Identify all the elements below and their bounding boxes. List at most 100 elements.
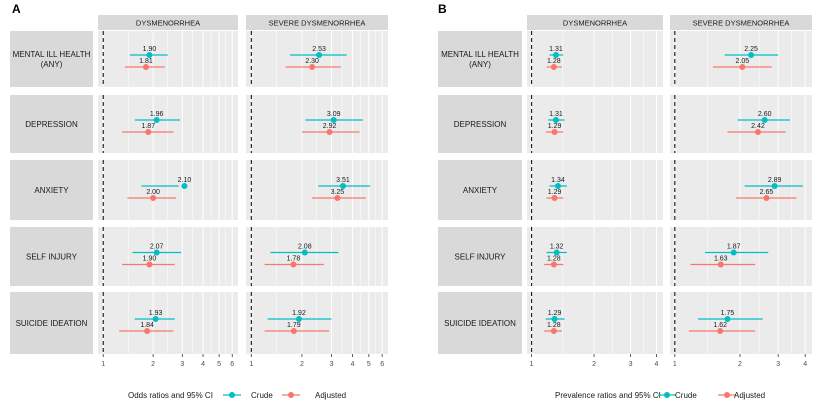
x-tick-label: 1 bbox=[530, 361, 534, 368]
plot-panel bbox=[527, 160, 663, 220]
panel-a: A MENTAL ILL HEALTH(ANY) DEPRESSION ANXIETY… bbox=[10, 2, 388, 400]
row-label: (ANY) bbox=[41, 60, 63, 69]
legend-key-point bbox=[288, 392, 294, 398]
point-crude bbox=[553, 249, 560, 256]
point-label: 2.53 bbox=[312, 46, 326, 53]
point-adjusted bbox=[334, 195, 341, 201]
point-crude bbox=[748, 52, 755, 58]
point-adjusted bbox=[142, 64, 149, 70]
plot-panel bbox=[527, 227, 663, 286]
point-crude bbox=[771, 183, 778, 189]
row-strip bbox=[10, 95, 93, 153]
point-label: 2.00 bbox=[146, 189, 160, 196]
point-label: 1.63 bbox=[714, 256, 728, 263]
point-crude bbox=[761, 117, 768, 123]
point-label: 1.75 bbox=[721, 310, 735, 317]
facet-label: DYSMENORRHEA bbox=[136, 19, 200, 28]
point-label: 1.29 bbox=[548, 189, 562, 196]
plot-panel bbox=[246, 95, 388, 153]
plot-panel bbox=[527, 31, 663, 87]
facet-strip bbox=[98, 15, 238, 30]
point-crude bbox=[554, 183, 561, 189]
x-tick-label: 4 bbox=[351, 361, 355, 368]
point-label: 1.29 bbox=[548, 310, 562, 317]
row-strip bbox=[438, 31, 522, 87]
point-label: 2.25 bbox=[744, 46, 758, 53]
point-crude bbox=[181, 183, 188, 189]
point-adjusted bbox=[550, 64, 557, 70]
plot-panel bbox=[98, 95, 238, 153]
row-label: ANXIETY bbox=[463, 186, 498, 195]
point-label: 3.51 bbox=[336, 177, 350, 184]
point-label: 2.89 bbox=[768, 177, 782, 184]
x-tick-label: 2 bbox=[592, 361, 596, 368]
point-label: 3.25 bbox=[331, 189, 345, 196]
x-tick-label: 4 bbox=[201, 361, 205, 368]
point-label: 1.28 bbox=[547, 322, 561, 329]
point-adjusted bbox=[550, 328, 557, 334]
x-tick-label: 2 bbox=[151, 361, 155, 368]
point-label: 2.05 bbox=[736, 58, 750, 65]
point-label: 2.60 bbox=[758, 111, 772, 118]
point-label: 1.87 bbox=[141, 123, 155, 130]
row-label: DEPRESSION bbox=[454, 120, 507, 129]
legend-title: Prevalence ratios and 95% CI bbox=[555, 391, 661, 400]
x-tick-label: 3 bbox=[180, 361, 184, 368]
point-label: 2.08 bbox=[298, 244, 312, 251]
row-label: SUICIDE IDEATION bbox=[444, 319, 516, 328]
point-crude bbox=[295, 316, 302, 322]
legend-title: Odds ratios and 95% CI bbox=[128, 391, 213, 400]
point-label: 1.79 bbox=[287, 322, 301, 329]
plot-panel bbox=[670, 95, 812, 153]
legend-entry-crude: Crude bbox=[251, 391, 273, 400]
x-tick-label: 1 bbox=[249, 361, 253, 368]
point-label: 1.84 bbox=[140, 322, 154, 329]
point-crude bbox=[146, 52, 153, 58]
point-crude bbox=[551, 316, 558, 322]
point-crude bbox=[552, 117, 559, 123]
facet-label: SEVERE DYSMENORRHEA bbox=[269, 19, 366, 28]
plot-panel bbox=[246, 292, 388, 354]
point-adjusted bbox=[550, 261, 557, 268]
point-adjusted bbox=[145, 129, 152, 135]
point-label: 3.09 bbox=[327, 111, 341, 118]
point-crude bbox=[153, 249, 160, 256]
point-label: 2.30 bbox=[305, 58, 319, 65]
x-tick-label: 2 bbox=[300, 361, 304, 368]
row-strip bbox=[438, 160, 522, 220]
plot-panel bbox=[246, 31, 388, 87]
plot-panel bbox=[246, 160, 388, 220]
point-crude bbox=[152, 316, 159, 322]
x-tick-label: 3 bbox=[629, 361, 633, 368]
point-crude bbox=[724, 316, 731, 322]
point-label: 1.81 bbox=[139, 58, 153, 65]
point-adjusted bbox=[150, 195, 157, 201]
plot-panel bbox=[98, 31, 238, 87]
point-adjusted bbox=[717, 328, 724, 334]
facet-strip bbox=[670, 15, 812, 30]
row-label: ANXIETY bbox=[34, 186, 69, 195]
point-adjusted bbox=[290, 328, 297, 334]
point-adjusted bbox=[551, 195, 558, 201]
point-label: 1.90 bbox=[143, 256, 157, 263]
row-strip bbox=[438, 95, 522, 153]
point-label: 1.93 bbox=[149, 310, 163, 317]
row-strip bbox=[10, 31, 93, 87]
row-strip bbox=[10, 292, 93, 354]
point-crude bbox=[339, 183, 346, 189]
point-label: 2.07 bbox=[150, 244, 164, 251]
plot-panel bbox=[98, 160, 238, 220]
legend-entry-adjusted: Adjusted bbox=[734, 391, 765, 400]
point-adjusted bbox=[144, 328, 151, 334]
x-tick-label: 5 bbox=[217, 361, 221, 368]
point-crude bbox=[153, 117, 160, 123]
legend-entry-adjusted: Adjusted bbox=[315, 391, 346, 400]
point-label: 1.34 bbox=[551, 177, 565, 184]
point-label: 1.90 bbox=[143, 46, 157, 53]
row-strip bbox=[438, 227, 522, 286]
point-crude bbox=[316, 52, 323, 58]
point-crude bbox=[330, 117, 337, 123]
point-label: 1.31 bbox=[549, 111, 563, 118]
point-label: 2.10 bbox=[178, 177, 192, 184]
